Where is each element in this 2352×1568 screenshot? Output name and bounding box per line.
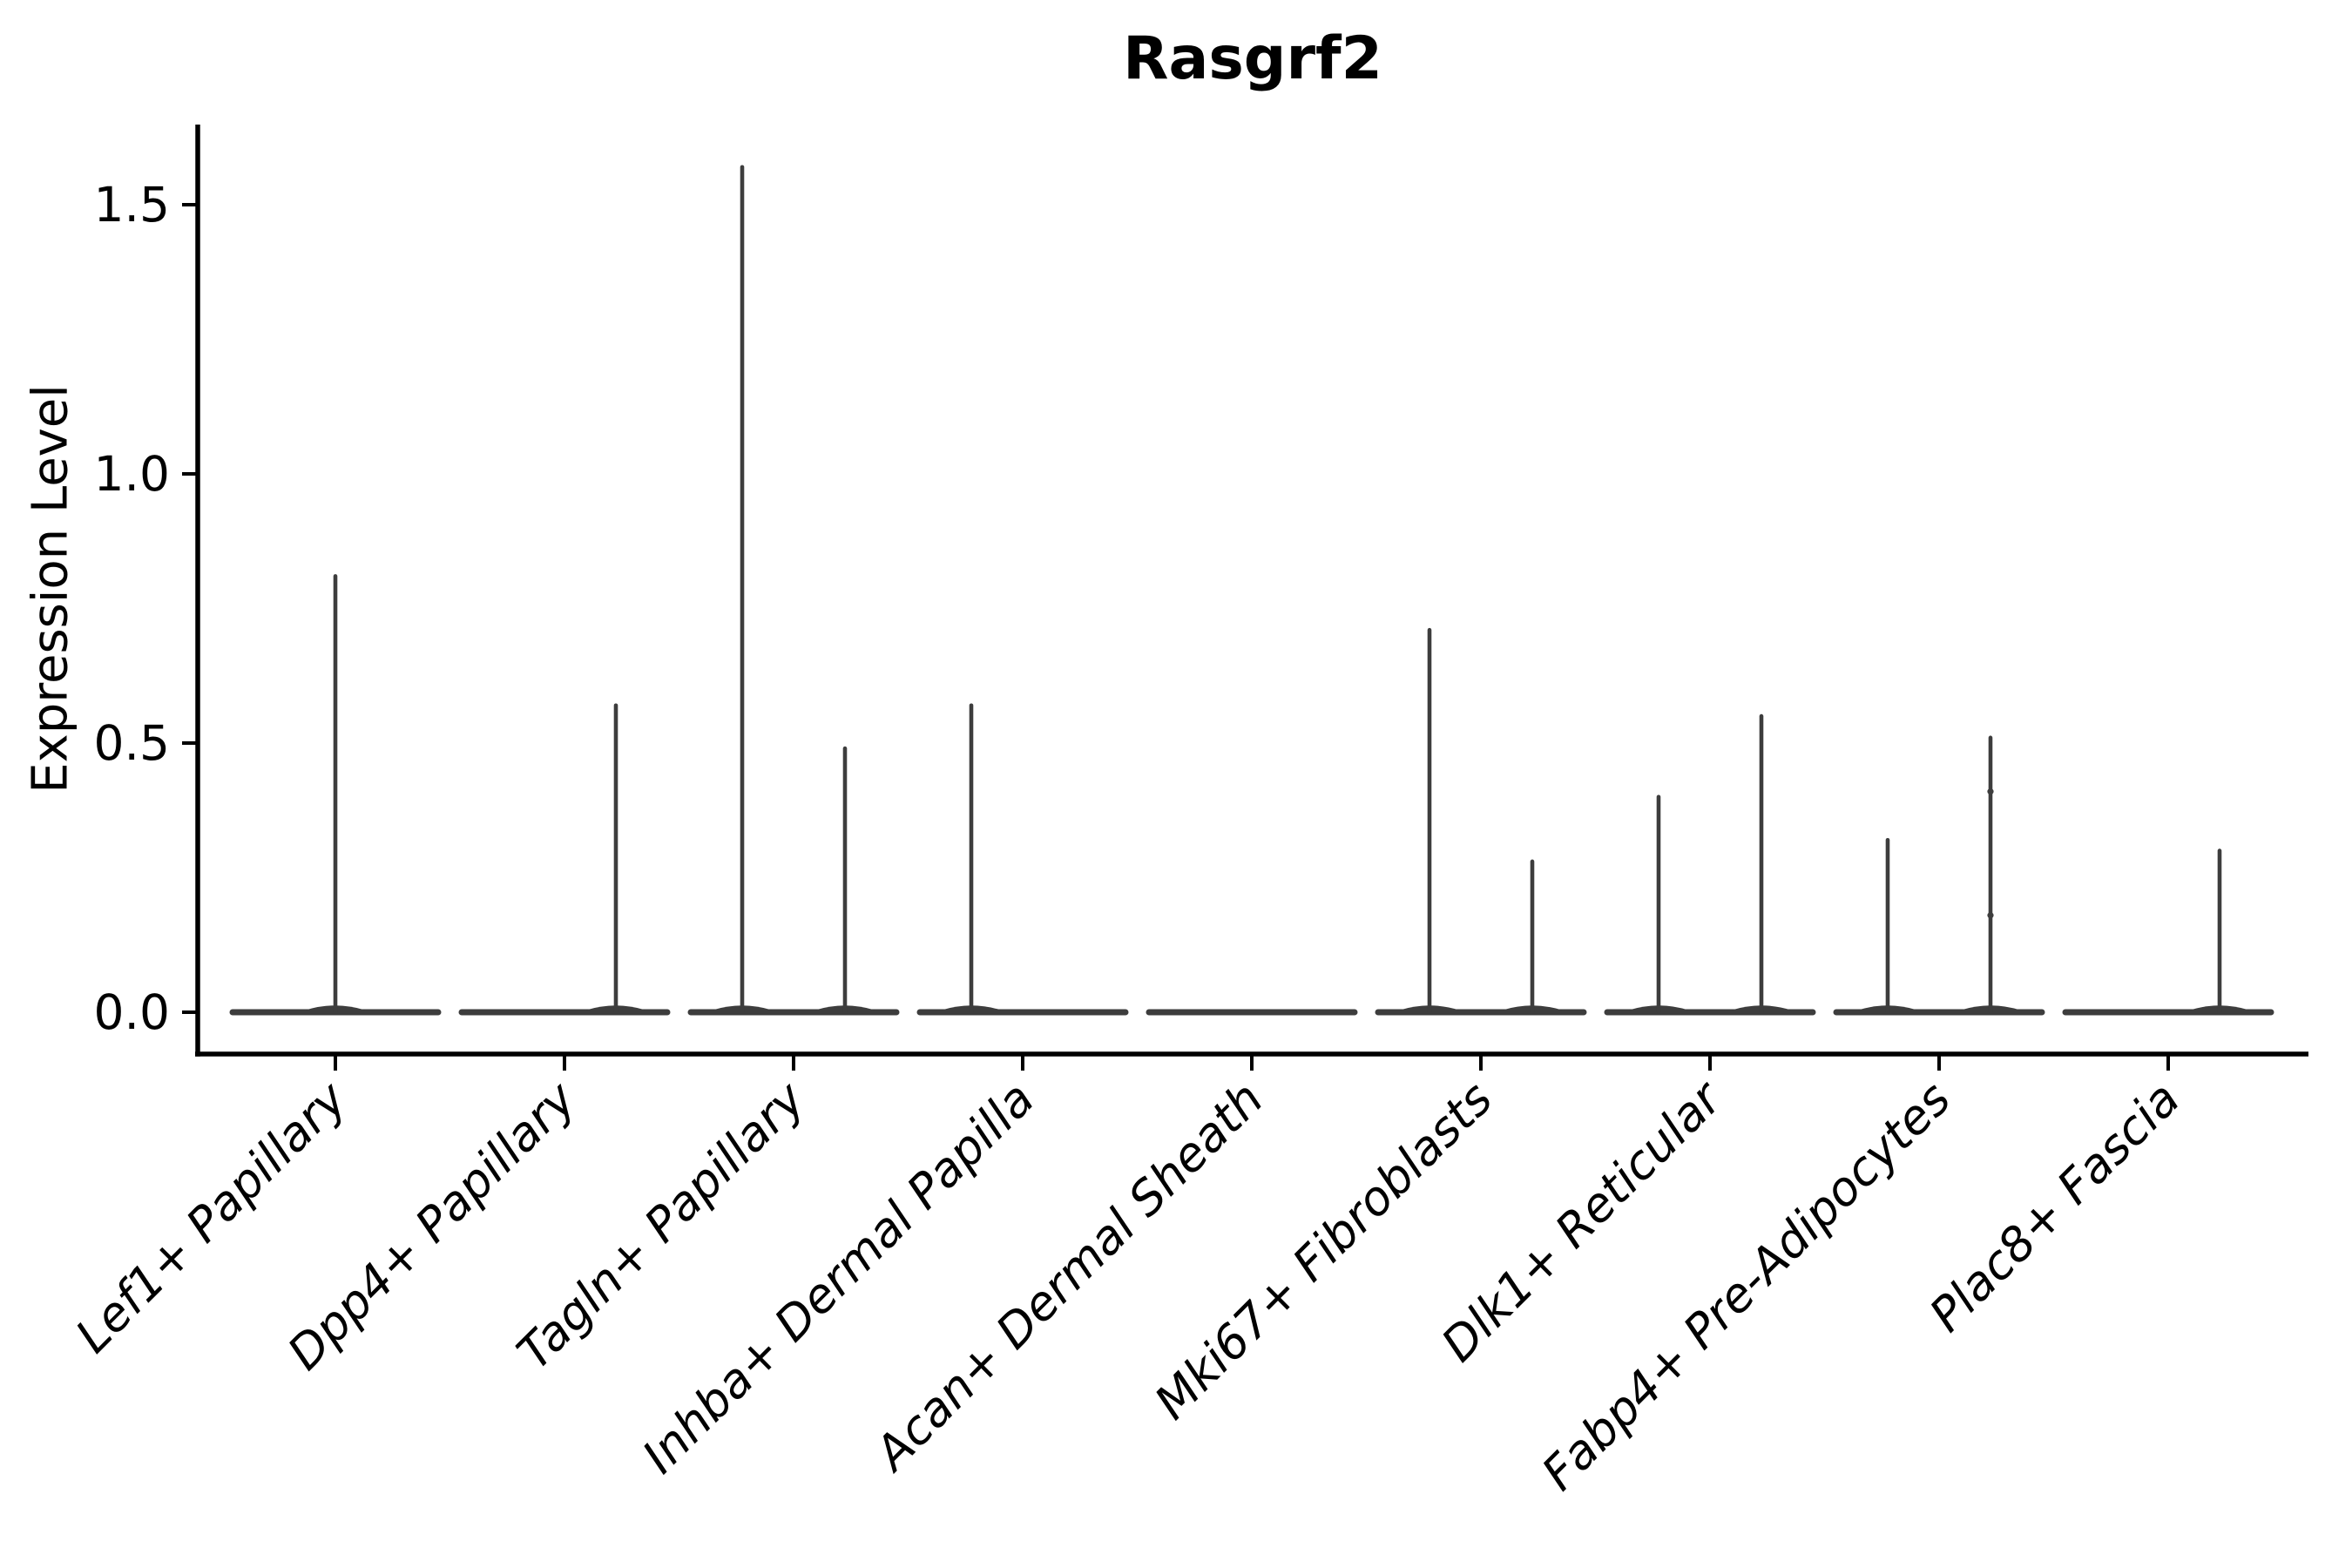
y-tick-label: 1.5 [94,177,170,233]
cell-point [1987,788,1994,795]
y-tick-label: 0.0 [94,984,170,1040]
y-tick-label: 1.0 [94,446,170,502]
x-category-label: Acan+ Dermal Sheath [862,1071,1274,1483]
y-tick-label: 0.5 [94,715,170,771]
x-category-label: Fabp4+ Pre-Adipocytes [1531,1071,1961,1501]
chart-title: Rasgrf2 [1123,24,1382,93]
x-category-label: Inhba+ Dermal Papilla [632,1071,1044,1484]
x-category-label: Plac8+ Fascia [1919,1071,2190,1342]
cell-point [1987,912,1994,919]
